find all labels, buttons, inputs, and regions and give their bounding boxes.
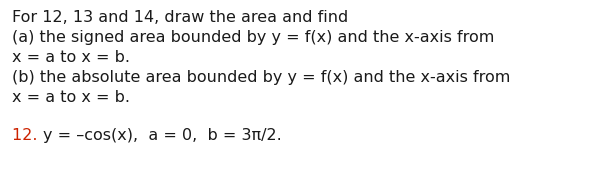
Text: x = a to x = b.: x = a to x = b.: [12, 90, 130, 105]
Text: x = a to x = b.: x = a to x = b.: [12, 50, 130, 65]
Text: For 12, 13 and 14, draw the area and find: For 12, 13 and 14, draw the area and fin…: [12, 10, 348, 25]
Text: y = –cos(x),  a = 0,  b = 3π/2.: y = –cos(x), a = 0, b = 3π/2.: [43, 128, 281, 143]
Text: (a) the signed area bounded by y = f(x) and the x-axis from: (a) the signed area bounded by y = f(x) …: [12, 30, 495, 45]
Text: (b) the absolute area bounded by y = f(x) and the x-axis from: (b) the absolute area bounded by y = f(x…: [12, 70, 510, 85]
Text: 12.: 12.: [12, 128, 43, 143]
